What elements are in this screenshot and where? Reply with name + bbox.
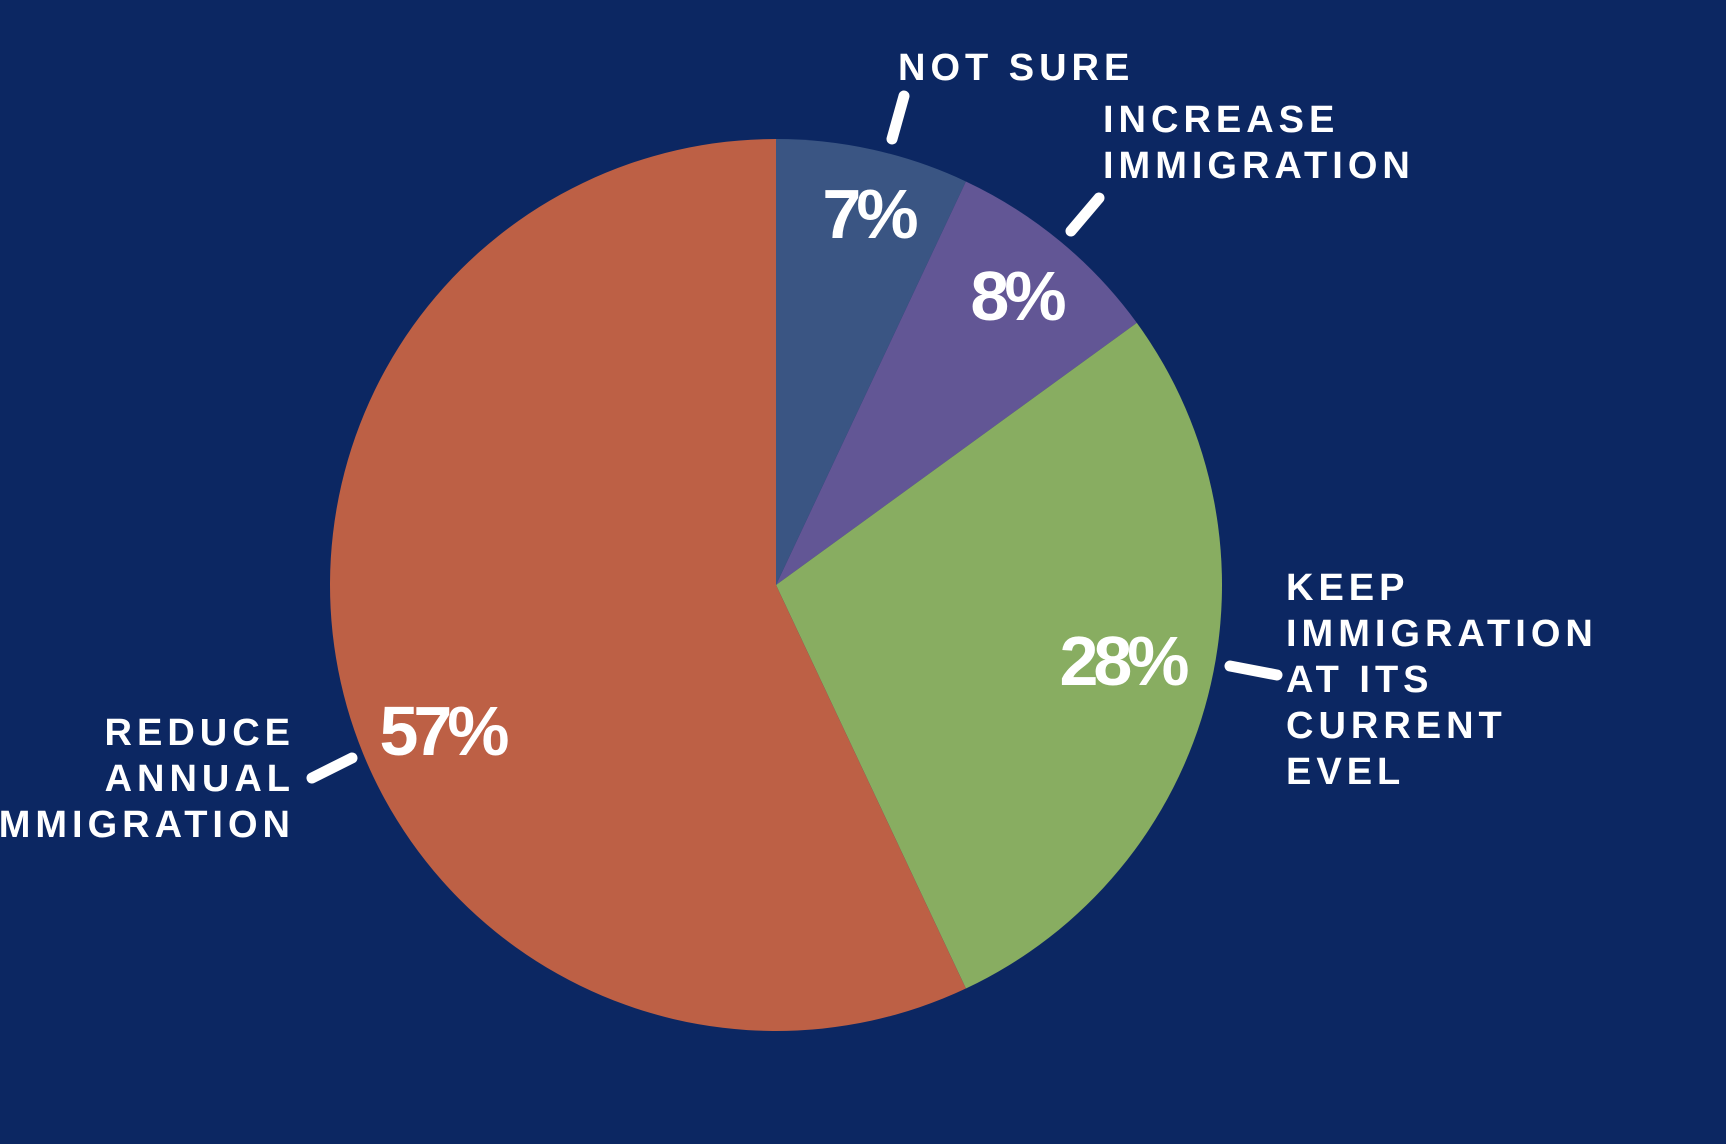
category-label-not-sure: NOT SURE [898, 47, 1134, 89]
category-label-increase: INCREASE IMMIGRATION [1103, 99, 1415, 187]
pct-label-not-sure: 7% [822, 175, 917, 253]
category-label-keep: KEEP IMMIGRATION AT ITS CURRENT EVEL [1286, 567, 1598, 793]
pct-label-increase: 8% [970, 257, 1065, 335]
category-label-line: AT ITS [1286, 659, 1434, 701]
category-label-line: CURRENT [1286, 705, 1507, 747]
category-label-reduce: REDUCE ANNUAL IMMIGRATION [0, 712, 295, 846]
category-label-line: IMMIGRATION [0, 804, 295, 846]
category-label-line: NOT SURE [898, 47, 1134, 89]
pie-slice-reduce [330, 139, 966, 1031]
pie-slice-not-sure [776, 139, 966, 585]
category-label-line: REDUCE [105, 712, 295, 754]
category-label-line: IMMIGRATION [1286, 613, 1598, 655]
pie-slice-keep [776, 322, 1222, 989]
pct-label-reduce: 57% [379, 692, 508, 770]
leader-line-keep [1224, 660, 1283, 681]
leader-line-reduce [306, 752, 358, 784]
category-label-line: INCREASE [1103, 99, 1339, 141]
percentage-labels: 7% 8% 28% 57% [379, 175, 1193, 770]
leader-lines [306, 90, 1283, 784]
category-label-line: KEEP [1286, 567, 1409, 609]
pct-label-keep: 28% [1059, 622, 1188, 700]
pie-slice-increase [776, 181, 1137, 585]
leader-line-increase [1065, 192, 1105, 237]
leader-line-not-sure [886, 90, 910, 145]
category-label-line: IMMIGRATION [1103, 145, 1415, 187]
category-label-line: ANNUAL [105, 758, 295, 800]
category-label-line: EVEL [1286, 751, 1405, 793]
pie-slices [330, 139, 1222, 1031]
